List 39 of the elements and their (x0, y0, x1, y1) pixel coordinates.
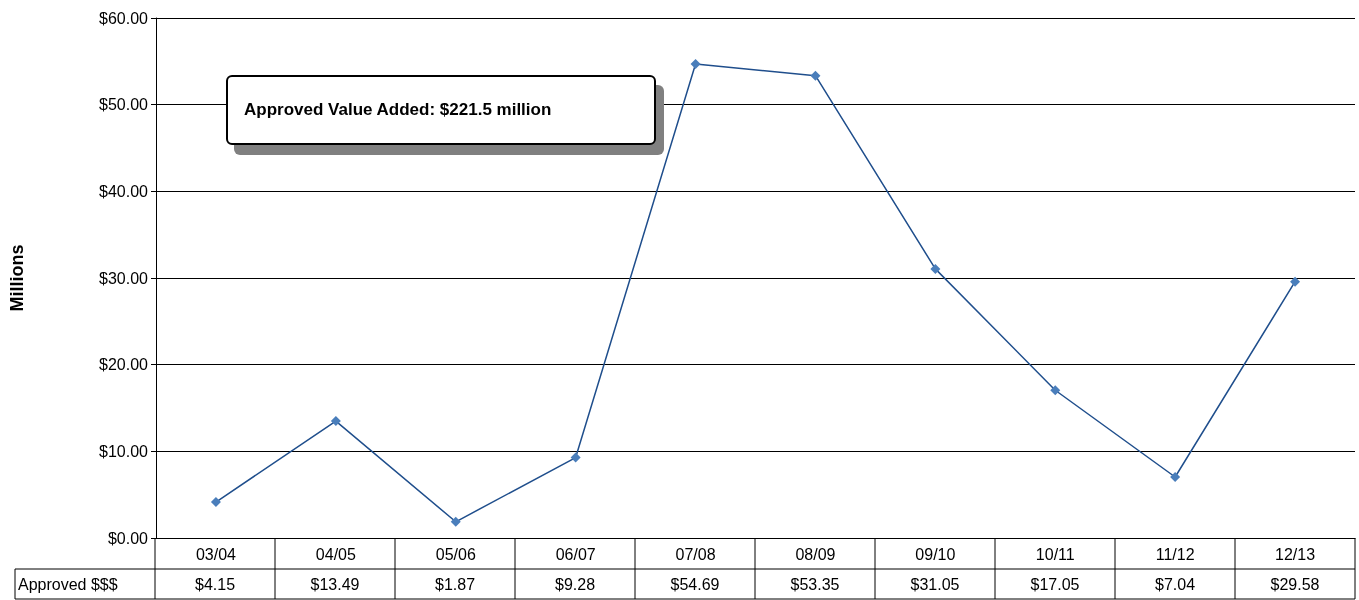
x-tick-label: 08/09 (795, 545, 836, 563)
data-label: $1.87 (434, 575, 476, 593)
data-label: $54.69 (670, 575, 720, 593)
point (210, 497, 221, 508)
x-tick-label: 10/11 (1035, 545, 1075, 563)
y-tick-label: $20.00 (99, 356, 149, 374)
point (690, 59, 701, 70)
x-tick-label: 06/07 (555, 545, 596, 563)
y-axis-title: Millions (7, 244, 27, 312)
data-label: $29.58 (1270, 575, 1320, 593)
point (330, 416, 341, 427)
y-tick-label: $10.00 (99, 442, 149, 460)
y-tick-label: $30.00 (99, 269, 149, 287)
y-tick-label: $50.00 (99, 96, 149, 114)
x-tick-label: 12/13 (1275, 545, 1316, 563)
x-tick-label: 07/08 (675, 545, 716, 563)
data-label: $13.49 (310, 575, 360, 593)
x-tick-label: 04/05 (315, 545, 356, 563)
data-label: $31.05 (910, 575, 960, 593)
x-tick-label: 03/04 (195, 545, 237, 563)
point (450, 516, 461, 527)
y-tick-label: $40.00 (99, 182, 149, 200)
text: Approved $$$ (18, 575, 118, 593)
point (1290, 276, 1301, 287)
y-tick-label: $0.00 (107, 529, 149, 547)
data-label: $9.28 (554, 575, 596, 593)
data-label: $17.05 (1030, 575, 1080, 593)
data-label: $7.04 (1154, 575, 1196, 593)
x-tick-label: 05/06 (435, 545, 476, 563)
point (1170, 471, 1181, 482)
data-label: $53.35 (790, 575, 840, 593)
point (930, 263, 941, 274)
point (810, 70, 821, 81)
x-tick-label: 11/12 (1155, 545, 1195, 563)
point (570, 452, 581, 463)
point (1050, 385, 1061, 396)
y-tick-label: $60.00 (99, 9, 149, 27)
data-label: $4.15 (194, 575, 236, 593)
x-tick-label: 09/10 (915, 545, 956, 563)
